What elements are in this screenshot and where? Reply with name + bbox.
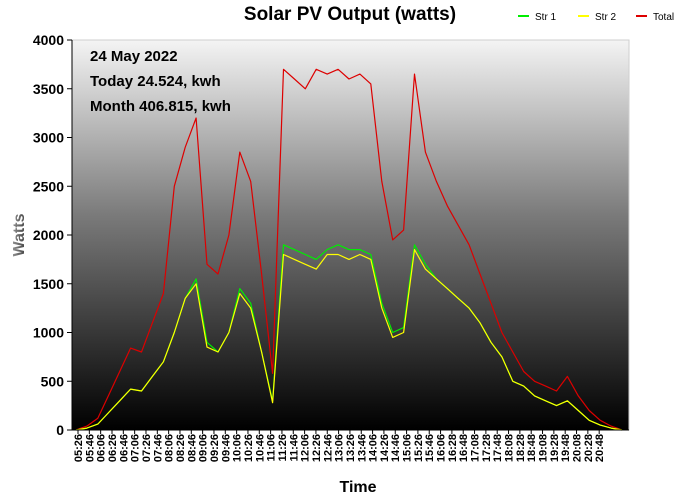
series-line-str-2	[75, 249, 623, 431]
x-tick-label: 14:06	[368, 434, 380, 462]
x-tick-label: 12:26	[311, 434, 323, 462]
x-tick-label: 11:06	[266, 434, 278, 462]
x-tick-label: 20:08	[572, 434, 584, 462]
y-tick-label: 1000	[33, 325, 64, 341]
x-tick-label: 16:48	[458, 434, 470, 462]
x-tick-label: 09:06	[198, 434, 210, 462]
x-tick-label: 16:06	[436, 434, 448, 462]
x-tick-label: 10:26	[243, 434, 255, 462]
x-tick-label: 13:26	[345, 434, 357, 462]
x-tick-label: 07:06	[130, 434, 142, 462]
y-tick-label: 0	[56, 422, 64, 438]
x-tick-label: 05:26	[73, 434, 85, 462]
x-tick-label: 06:46	[118, 434, 130, 462]
x-tick-label: 17:08	[470, 434, 482, 462]
x-tick-label: 13:06	[334, 434, 346, 462]
legend-label: Str 2	[595, 12, 617, 23]
x-tick-label: 09:46	[220, 434, 232, 462]
y-tick-label: 4000	[33, 32, 64, 48]
x-tick-label: 08:26	[175, 434, 187, 462]
x-tick-label: 06:06	[96, 434, 108, 462]
annotation-date: 24 May 2022	[90, 48, 178, 65]
x-tick-label: 12:46	[322, 434, 334, 462]
x-tick-label: 10:46	[254, 434, 266, 462]
x-tick-label: 15:46	[424, 434, 436, 462]
x-tick-label: 12:06	[300, 434, 312, 462]
y-tick-label: 2000	[33, 227, 64, 243]
y-tick-label: 2500	[33, 178, 64, 194]
x-tick-label: 14:26	[379, 434, 391, 462]
x-tick-label: 19:28	[549, 434, 561, 462]
x-axis-ticks: 05:26 05:46 06:06 06:26 06:46 07:06 07:26 07:46…	[73, 430, 606, 462]
y-axis-ticks: 0 500 1000 1500 2000 2500 3000 3500 4000	[33, 32, 72, 438]
y-axis-title: Watts	[11, 213, 28, 256]
x-tick-label: 09:26	[209, 434, 221, 462]
x-tick-label: 07:46	[152, 434, 164, 462]
legend: Str 1 Str 2 Total	[518, 12, 674, 23]
x-tick-label: 07:26	[141, 434, 153, 462]
y-tick-label: 3000	[33, 130, 64, 146]
x-tick-label: 18:08	[504, 434, 516, 462]
x-tick-label: 13:46	[356, 434, 368, 462]
x-tick-label: 19:48	[560, 434, 572, 462]
chart-title: Solar PV Output (watts)	[244, 4, 456, 25]
x-tick-label: 15:06	[402, 434, 414, 462]
x-tick-label: 19:08	[538, 434, 550, 462]
legend-label: Str 1	[535, 12, 557, 23]
legend-label: Total	[653, 12, 674, 23]
y-tick-label: 1500	[33, 276, 64, 292]
x-tick-label: 17:28	[481, 434, 493, 462]
x-tick-label: 20:28	[583, 434, 595, 462]
annotation-today: Today 24.524, kwh	[90, 73, 221, 90]
annotation-month: Month 406.815, kwh	[90, 98, 231, 115]
x-tick-label: 17:48	[492, 434, 504, 462]
x-tick-label: 16:28	[447, 434, 459, 462]
series-line-total	[75, 68, 623, 431]
x-tick-label: 14:46	[390, 434, 402, 462]
y-tick-label: 500	[41, 373, 65, 389]
y-tick-label: 3500	[33, 81, 64, 97]
x-tick-label: 10:06	[232, 434, 244, 462]
x-tick-label: 05:46	[84, 434, 96, 462]
x-tick-label: 11:26	[277, 434, 289, 462]
x-tick-label: 20:48	[594, 434, 606, 462]
plot-background	[72, 40, 629, 430]
x-tick-label: 15:26	[413, 434, 425, 462]
x-tick-label: 18:28	[515, 434, 527, 462]
x-tick-label: 11:46	[288, 434, 300, 462]
series-lines	[75, 68, 623, 431]
x-axis-title: Time	[339, 479, 376, 496]
x-tick-label: 08:06	[164, 434, 176, 462]
x-tick-label: 06:26	[107, 434, 119, 462]
x-tick-label: 08:46	[186, 434, 198, 462]
x-tick-label: 18:48	[526, 434, 538, 462]
